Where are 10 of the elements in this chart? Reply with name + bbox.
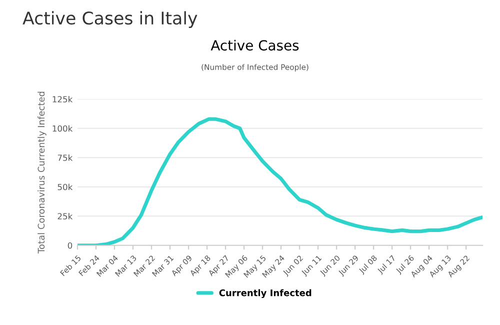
y-tick-label: 0: [68, 242, 72, 249]
chart-title: Active Cases: [210, 40, 299, 51]
y-tick-label: 75k: [58, 154, 73, 161]
y-tick-label: 50k: [58, 184, 73, 190]
y-tick-label: 125k: [52, 96, 73, 102]
y-tick-label: 100k: [52, 125, 73, 132]
y-tick-label: 25k: [58, 212, 73, 220]
y-axis-title: Total Coronavirus Currently Infected: [38, 92, 46, 254]
text: Active Cases in Italy: [22, 11, 198, 28]
legend-label: Currently Infected: [219, 289, 312, 298]
